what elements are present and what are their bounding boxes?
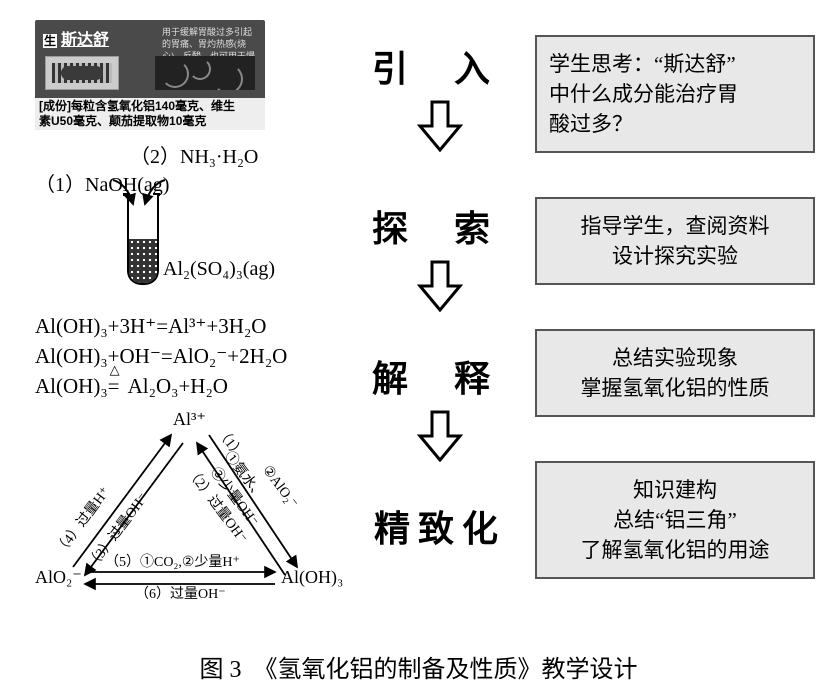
box4-line2: 总结“铝三角” bbox=[549, 505, 801, 535]
box1-line2: 中什么成分能治疗胃 bbox=[549, 79, 801, 109]
triangle-edges bbox=[35, 409, 365, 599]
arrow-3 bbox=[350, 410, 530, 462]
edge-5-label: （5）①CO₂,②少量H⁺ bbox=[105, 555, 240, 570]
label-al2so4: Al₂(SO₄)₃(ag) bbox=[163, 258, 275, 281]
equation-1: Al(OH)₃+3H⁺=Al³⁺+3H₂O bbox=[35, 311, 355, 341]
box2-line2: 设计探究实验 bbox=[549, 241, 801, 271]
eq3-right: Al₂O₃+H₂O bbox=[128, 374, 228, 398]
down-arrow-icon bbox=[416, 260, 464, 312]
stage-intro: 引 入 bbox=[350, 40, 530, 92]
diagram-root: 生斯达舒 用于缓解胃酸过多引起的胃痛、胃灼热感(烧心)、反酸，也可用于慢性胃炎。… bbox=[0, 0, 837, 699]
stages-column: 引 入 探 索 解 释 精致化 bbox=[350, 40, 530, 552]
drop-arrows-icon bbox=[105, 176, 175, 216]
right-column: 学生思考：“斯达舒” 中什么成分能治疗胃 酸过多？ 指导学生，查阅资料 设计探究… bbox=[535, 35, 815, 579]
blister-pack-icon bbox=[45, 56, 119, 90]
equations-block: Al(OH)₃+3H⁺=Al³⁺+3H₂O Al(OH)₃+OH⁻=AlO₂⁻+… bbox=[35, 311, 355, 401]
box1-line3: 酸过多？ bbox=[549, 109, 801, 139]
eq3-heat-symbol: = bbox=[108, 371, 128, 401]
stage-explain: 解 释 bbox=[350, 350, 530, 402]
left-column: 生斯达舒 用于缓解胃酸过多引起的胃痛、胃灼热感(烧心)、反酸，也可用于慢性胃炎。… bbox=[35, 20, 355, 599]
ingredients-line-1: [成份]每粒含氢氧化铝140毫克、维生 bbox=[39, 99, 261, 114]
edge-6-label: （6）过量OH⁻ bbox=[135, 587, 226, 602]
arrow-2 bbox=[350, 260, 530, 312]
box4-line1: 知识建构 bbox=[549, 475, 801, 505]
box1-line1: 学生思考：“斯达舒” bbox=[549, 49, 801, 79]
box-intro: 学生思考：“斯达舒” 中什么成分能治疗胃 酸过多？ bbox=[535, 35, 815, 153]
box-refine: 知识建构 总结“铝三角” 了解氢氧化铝的用途 bbox=[535, 461, 815, 579]
medicine-ingredients: [成份]每粒含氢氧化铝140毫克、维生 素U50毫克、颠茄提取物10毫克 bbox=[35, 98, 265, 130]
stage-explore: 探 索 bbox=[350, 200, 530, 252]
stage-refine: 精致化 bbox=[350, 500, 530, 552]
medicine-logo-icon: 生 bbox=[43, 34, 57, 48]
medicine-mid-graphic bbox=[45, 56, 255, 92]
ingredients-line-2: 素U50毫克、颠茄提取物10毫克 bbox=[39, 114, 261, 129]
box4-line3: 了解氢氧化铝的用途 bbox=[549, 535, 801, 565]
medicine-brand-text: 斯达舒 bbox=[61, 26, 109, 50]
box-explore: 指导学生，查阅资料 设计探究实验 bbox=[535, 197, 815, 285]
test-tube-fill bbox=[129, 239, 157, 283]
down-arrow-icon bbox=[416, 100, 464, 152]
box-explain: 总结实验现象 掌握氢氧化铝的性质 bbox=[535, 329, 815, 417]
arrow-1 bbox=[350, 100, 530, 152]
equation-3: Al(OH)₃=Al₂O₃+H₂O bbox=[35, 371, 355, 401]
medicine-brand: 生斯达舒 bbox=[43, 26, 109, 50]
eq3-left: Al(OH)₃ bbox=[35, 374, 108, 398]
test-tube-section: （2）NH₃·H₂O （1）NaOH(ag) Al₂(SO₄)₃(ag) bbox=[35, 140, 355, 305]
figure-caption: 图 3 《氢氧化铝的制备及性质》教学设计 bbox=[0, 649, 837, 684]
aluminum-triangle: Al³⁺ AlO₂⁻ Al(OH)₃ （4）过量H⁺ （3）过量OH⁻ （1） bbox=[35, 409, 365, 599]
box3-line2: 掌握氢氧化铝的性质 bbox=[549, 373, 801, 403]
swirl-graphic bbox=[155, 56, 255, 90]
down-arrow-icon bbox=[416, 410, 464, 462]
label-nh3: （2）NH₃·H₂O bbox=[130, 140, 258, 169]
box3-line1: 总结实验现象 bbox=[549, 343, 801, 373]
equation-2: Al(OH)₃+OH⁻=AlO₂⁻+2H₂O bbox=[35, 341, 355, 371]
box2-line1: 指导学生，查阅资料 bbox=[549, 211, 801, 241]
medicine-box-graphic: 生斯达舒 用于缓解胃酸过多引起的胃痛、胃灼热感(烧心)、反酸，也可用于慢性胃炎。… bbox=[35, 20, 265, 130]
